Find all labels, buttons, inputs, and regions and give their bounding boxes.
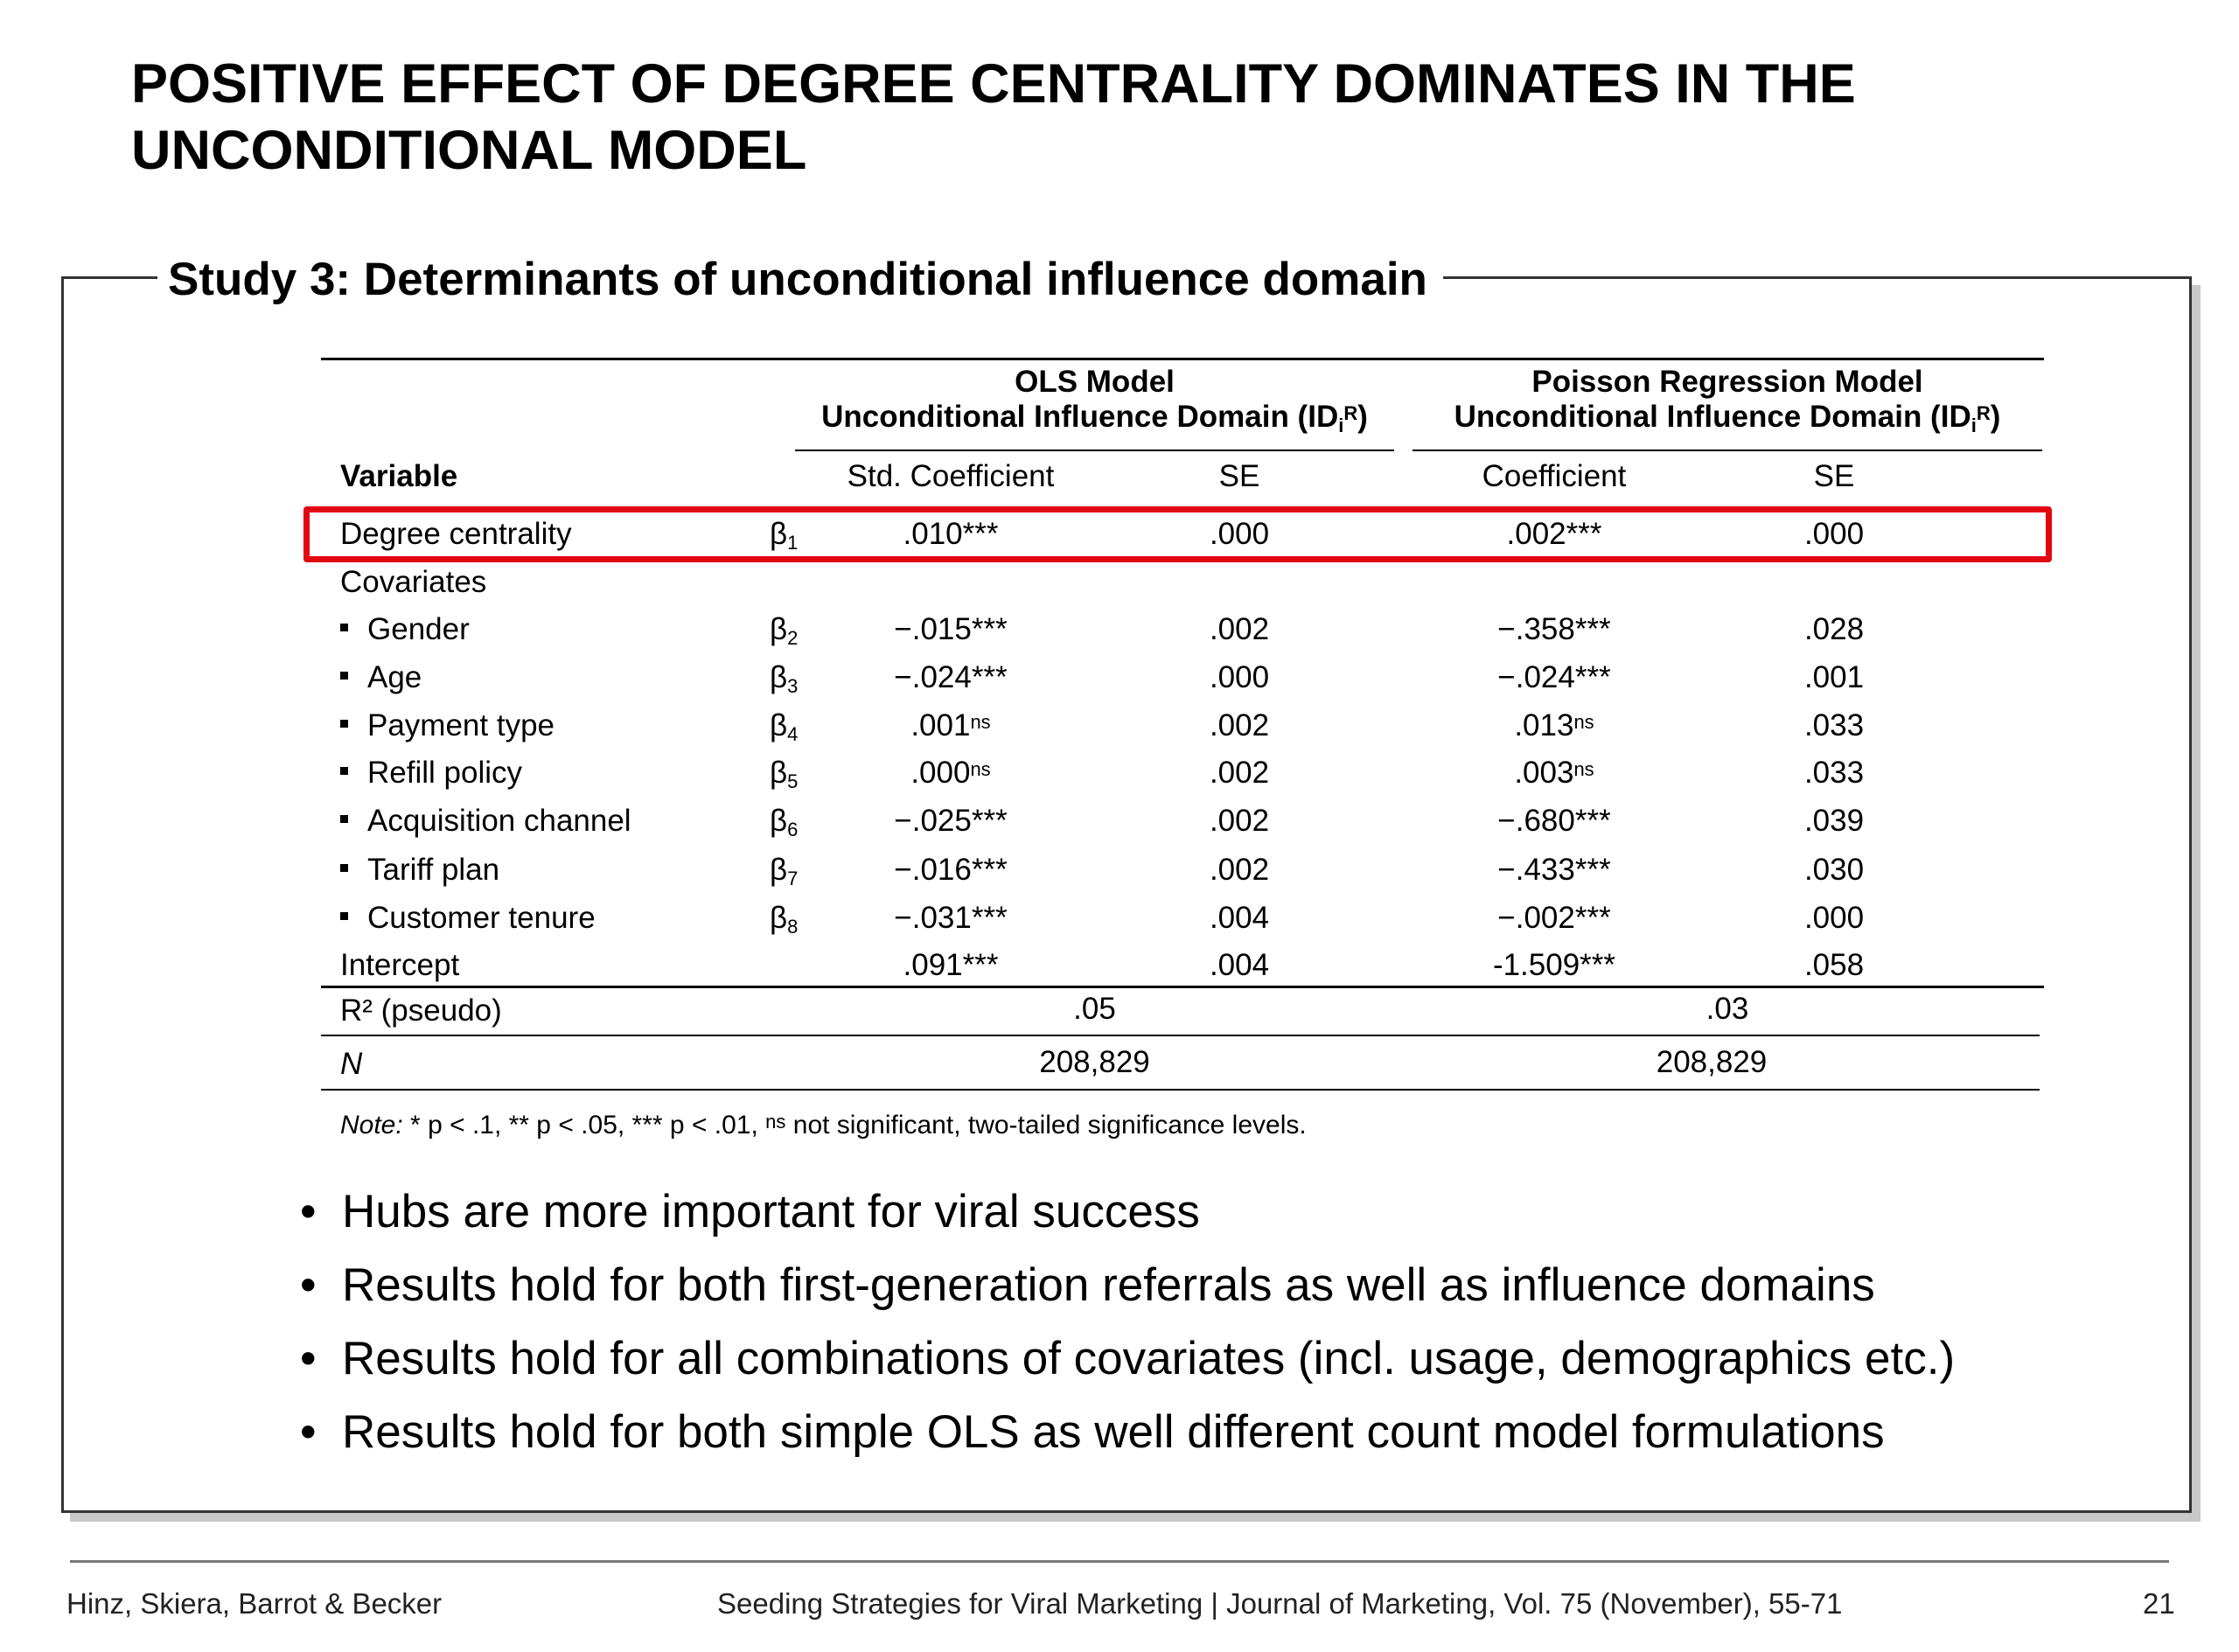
table-row-ols-se: .002 xyxy=(1209,853,1270,887)
r2-label: R² (pseudo) xyxy=(340,993,502,1028)
square-bullet-icon xyxy=(340,624,348,632)
col-header-se-poisson: SE xyxy=(1813,459,1855,493)
table-row-poisson-se: .033 xyxy=(1803,708,1865,742)
r2-bottom-rule xyxy=(321,1035,2040,1036)
table-row-poisson-se: .030 xyxy=(1803,853,1865,887)
table-row-ols-se: .004 xyxy=(1209,948,1270,982)
table-row-poisson-se: .058 xyxy=(1803,948,1865,982)
table-row-poisson-coefficient: −.024*** xyxy=(1497,660,1611,694)
r2-ols-value: .05 xyxy=(1073,992,1116,1026)
table-row-poisson-se: .039 xyxy=(1803,804,1865,838)
square-bullet-icon xyxy=(340,912,348,921)
table-row-variable: Intercept xyxy=(340,948,460,982)
table-row-beta: β7 xyxy=(770,853,799,889)
n-label: N xyxy=(340,1047,363,1081)
table-row-ols-se: .004 xyxy=(1209,901,1270,935)
square-bullet-icon xyxy=(340,815,348,824)
finding-item: • Hubs are more important for viral succe… xyxy=(300,1186,1200,1237)
table-row-poisson-se: .000 xyxy=(1803,517,1865,551)
table-row-ols-coefficient: −.024*** xyxy=(894,660,1008,694)
square-bullet-icon xyxy=(340,672,348,680)
table-row-ols-se: .002 xyxy=(1209,612,1270,646)
table-row-ols-se: .002 xyxy=(1209,756,1270,790)
table-row-ols-coefficient: .001ns xyxy=(910,708,991,742)
table-row-poisson-coefficient: −.680*** xyxy=(1497,804,1611,838)
table-row-variable: Acquisition channel xyxy=(340,802,631,840)
table-row-ols-coefficient: −.015*** xyxy=(894,612,1008,646)
key-findings-list: • Hubs are more important for viral succe… xyxy=(300,1175,1955,1469)
r2-top-rule xyxy=(321,986,2044,988)
table-row-ols-coefficient: .010*** xyxy=(903,517,999,551)
table-row-ols-coefficient: −.025*** xyxy=(894,804,1008,838)
table-row-poisson-coefficient: .003ns xyxy=(1514,756,1594,790)
square-bullet-icon xyxy=(340,720,348,728)
table-row-beta: β3 xyxy=(770,660,799,697)
regression-table: OLS Model Unconditional Influence Domain… xyxy=(260,358,2052,1197)
table-row-beta: β8 xyxy=(770,901,799,938)
table-row-ols-coefficient: −.031*** xyxy=(894,901,1008,935)
table-row-variable: Gender xyxy=(340,610,470,649)
table-row-variable: Age xyxy=(340,659,422,697)
table-row-beta: β6 xyxy=(770,804,799,840)
footer-divider xyxy=(70,1560,2169,1563)
table-row-ols-se: .000 xyxy=(1209,517,1270,551)
footer-citation: Seeding Strategies for Viral Marketing |… xyxy=(717,1587,1843,1620)
table-row-ols-coefficient: .000ns xyxy=(910,756,991,790)
table-row-poisson-se: .001 xyxy=(1803,660,1865,694)
table-row-poisson-coefficient: .002*** xyxy=(1506,517,1602,551)
table-row-beta: β4 xyxy=(770,708,799,745)
table-row-beta: β1 xyxy=(770,517,799,554)
panel-title: Study 3: Determinants of unconditional i… xyxy=(157,247,1443,313)
table-row-variable: Refill policy xyxy=(340,754,522,792)
table-row-variable: Payment type xyxy=(340,707,555,745)
col-header-variable: Variable xyxy=(340,459,458,493)
n-bottom-rule xyxy=(321,1089,2040,1091)
footer-page-number: 21 xyxy=(2143,1587,2175,1620)
finding-item: • Results hold for all combinations of co… xyxy=(300,1333,1956,1384)
n-poisson-value: 208,829 xyxy=(1656,1045,1768,1079)
table-row-poisson-se: .028 xyxy=(1803,612,1865,646)
table-row-ols-coefficient: −.016*** xyxy=(894,853,1008,887)
finding-item: • Results hold for both first-generation … xyxy=(300,1259,1875,1311)
table-row-poisson-coefficient: −.433*** xyxy=(1497,853,1611,887)
table-row-ols-se: .000 xyxy=(1209,660,1270,694)
col-header-std-coefficient: Std. Coefficient xyxy=(847,459,1055,493)
table-row-beta: β2 xyxy=(770,612,799,649)
col-header-coefficient: Coefficient xyxy=(1482,459,1627,493)
table-row-variable: Degree centrality xyxy=(340,517,572,551)
square-bullet-icon xyxy=(340,767,348,776)
table-row-poisson-coefficient: .013ns xyxy=(1514,708,1594,742)
table-row-poisson-coefficient: −.002*** xyxy=(1497,901,1611,935)
table-row-ols-se: .002 xyxy=(1209,804,1270,838)
table-row-poisson-se: .000 xyxy=(1803,901,1865,935)
square-bullet-icon xyxy=(340,864,348,873)
content-panel: OLS Model Unconditional Influence Domain… xyxy=(61,276,2192,1513)
finding-item: • Results hold for both simple OLS as wel… xyxy=(300,1406,1885,1458)
poisson-header-title: Poisson Regression Model xyxy=(1531,365,1923,399)
col-header-se-ols: SE xyxy=(1218,459,1260,493)
r2-poisson-value: .03 xyxy=(1705,992,1749,1026)
n-ols-value: 208,829 xyxy=(1039,1045,1150,1079)
table-row-ols-coefficient: .091*** xyxy=(903,948,999,982)
slide-title: POSITIVE EFFECT OF DEGREE CENTRALITY DOM… xyxy=(131,53,1856,181)
highlight-box xyxy=(303,506,2052,562)
ols-header-title: OLS Model xyxy=(1015,365,1175,399)
table-row-variable: Customer tenure xyxy=(340,899,596,938)
table-row-poisson-coefficient: −.358*** xyxy=(1497,612,1611,646)
table-row-beta: β5 xyxy=(770,756,799,792)
poisson-header-subtitle: Unconditional Influence Domain (IDiR) xyxy=(1454,400,2001,436)
table-row-poisson-se: .033 xyxy=(1803,756,1865,790)
poisson-header-rule xyxy=(1412,450,2042,451)
table-row-ols-se: .002 xyxy=(1209,708,1270,742)
footer-authors: Hinz, Skiera, Barrot & Becker xyxy=(66,1587,443,1620)
table-row-variable: Tariff plan xyxy=(340,851,499,889)
ols-header-rule xyxy=(795,450,1394,451)
table-top-rule xyxy=(321,358,2044,360)
table-note: Note: * p < .1, ** p < .05, *** p < .01,… xyxy=(340,1111,1307,1140)
table-row-variable: Covariates xyxy=(340,565,487,599)
ols-header-subtitle: Unconditional Influence Domain (IDiR) xyxy=(821,400,1368,436)
table-row-poisson-coefficient: -1.509*** xyxy=(1492,948,1616,982)
